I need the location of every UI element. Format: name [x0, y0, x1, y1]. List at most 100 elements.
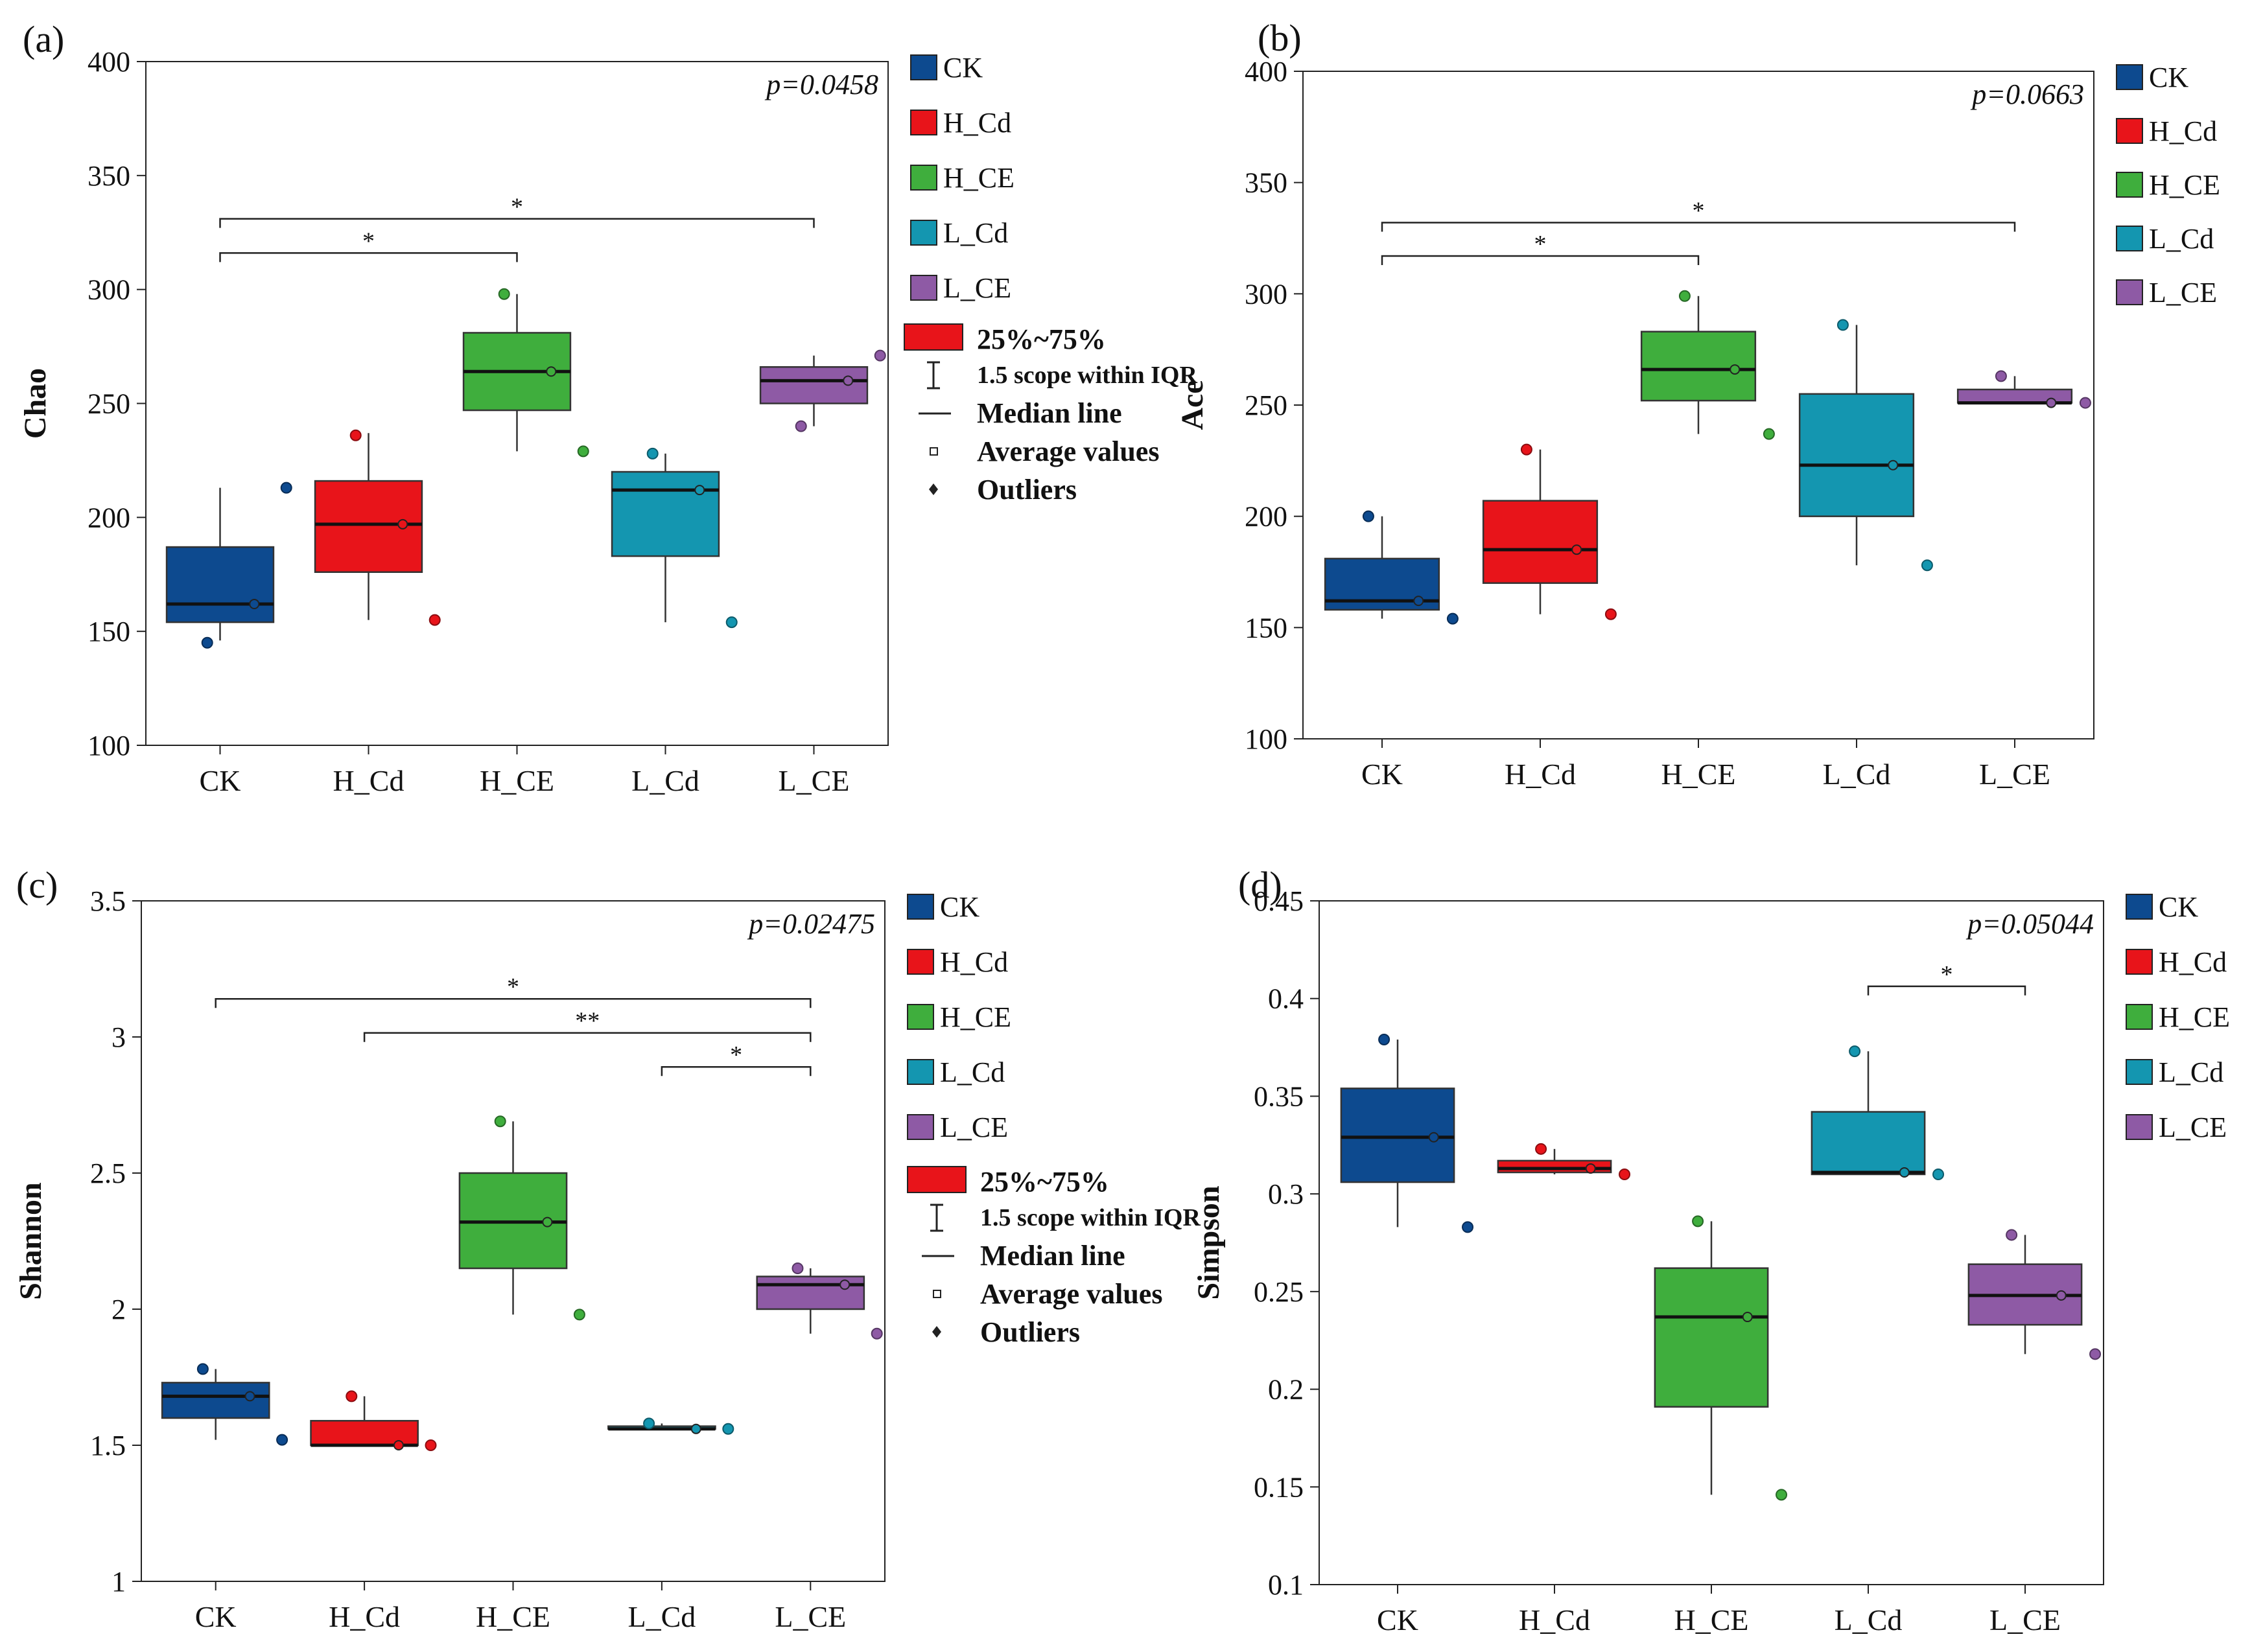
y-tick-label: 150	[88, 616, 130, 647]
legend-label-L_Cd: L_Cd	[940, 1056, 1005, 1088]
legend-swatch-L_Cd	[910, 220, 937, 246]
key-box-label: 25%~75%	[977, 323, 1106, 355]
significance-bracket: *	[215, 973, 812, 1008]
key-whisker-glyph	[930, 1204, 943, 1232]
x-tick-label: H_Cd	[1505, 758, 1576, 791]
legend-label-L_CE: L_CE	[2149, 277, 2217, 308]
legend-swatch-CK	[2126, 894, 2153, 920]
box-CK	[165, 482, 292, 649]
significance-label: *	[507, 973, 519, 1001]
legend-label-H_CE: H_CE	[940, 1001, 1011, 1033]
significance-label: *	[1534, 231, 1547, 258]
data-point	[646, 447, 659, 460]
mean-point	[244, 1391, 255, 1402]
box-L_Cd	[1811, 1045, 1945, 1180]
data-point	[1763, 428, 1775, 440]
significance-bracket: *	[1867, 961, 2026, 995]
panel-label: (d)	[1238, 864, 1282, 906]
legend-swatch-L_CE	[2126, 1114, 2153, 1140]
y-axis-label: Ace	[1175, 380, 1210, 430]
mean-point	[1730, 364, 1741, 375]
bracket-line	[363, 1032, 812, 1042]
key-outlier-glyph	[929, 483, 938, 495]
y-tick-label: 0.35	[1254, 1080, 1304, 1112]
mean-point	[843, 375, 854, 386]
key-outlier-glyph	[932, 1326, 941, 1338]
key-box-label: 25%~75%	[980, 1166, 1109, 1198]
mean-point	[2056, 1290, 2067, 1301]
x-tick-label: CK	[1361, 758, 1403, 791]
legend-label-H_CE: H_CE	[2159, 1001, 2230, 1033]
legend-label-L_Cd: L_Cd	[2149, 223, 2214, 255]
y-axis-label: Chao	[18, 368, 53, 439]
data-point	[1932, 1169, 1945, 1180]
legend-label-H_Cd: H_Cd	[940, 946, 1008, 978]
panel-label: (b)	[1258, 17, 1302, 59]
mean-point	[2046, 397, 2057, 408]
legend-label-H_CE: H_CE	[943, 162, 1015, 194]
bracket-line	[1381, 222, 2016, 232]
data-point	[1776, 1489, 1788, 1501]
box-H_CE	[1654, 1215, 1788, 1501]
key-outlier-label: Outliers	[977, 474, 1077, 506]
box-CK	[1324, 510, 1459, 625]
mean-point	[542, 1216, 553, 1227]
key-whisker-label: 1.5 scope within IQR	[980, 1204, 1201, 1231]
legend-label-H_Cd: H_Cd	[943, 107, 1011, 139]
significance-label: *	[1941, 961, 1953, 988]
mean-point	[1413, 596, 1424, 607]
y-tick-label: 2	[111, 1294, 126, 1325]
x-tick-label: H_CE	[1674, 1603, 1749, 1636]
significance-label: *	[362, 227, 375, 255]
y-tick-label: 0.45	[1254, 885, 1304, 917]
significance-bracket: *	[219, 227, 518, 262]
legend: CK H_Cd H_CE L_Cd L_CE	[910, 52, 1015, 304]
x-tick-label: H_Cd	[329, 1600, 400, 1633]
legend-label-H_CE: H_CE	[2149, 169, 2220, 201]
y-tick-label: 0.1	[1268, 1569, 1304, 1601]
y-tick-label: 100	[1245, 723, 1287, 755]
key-mean-label: Average values	[977, 436, 1159, 467]
bracket-line	[1381, 255, 1700, 265]
legend-swatch-H_Cd	[2126, 949, 2153, 975]
legend-swatch-L_Cd	[2126, 1059, 2153, 1085]
legend-swatch-CK	[907, 894, 934, 920]
bracket-line	[661, 1065, 812, 1076]
p-value: p=0.05044	[1965, 908, 2094, 940]
mean-point	[1428, 1132, 1439, 1143]
box-iqr	[1482, 500, 1599, 584]
x-tick-label: L_CE	[1979, 758, 2050, 791]
legend: CK H_Cd H_CE L_Cd L_CE	[2126, 891, 2230, 1143]
data-point	[1836, 319, 1849, 331]
mean-point	[393, 1440, 404, 1450]
legend-label-L_Cd: L_Cd	[2159, 1056, 2223, 1088]
data-point	[871, 1327, 883, 1340]
data-point	[1849, 1045, 1861, 1058]
legend: CK H_Cd H_CE L_Cd L_CE	[2116, 62, 2220, 308]
y-tick-label: 250	[1245, 390, 1287, 421]
legend-swatch-H_CE	[910, 165, 937, 191]
legend-label-CK: CK	[2149, 62, 2188, 93]
x-tick-label: L_Cd	[1823, 758, 1891, 791]
y-tick-label: 200	[88, 502, 130, 533]
y-tick-label: 3.5	[90, 885, 126, 917]
box-iqr	[1811, 1111, 1926, 1176]
legend-label-L_CE: L_CE	[2159, 1111, 2227, 1143]
data-point	[1995, 370, 2007, 382]
x-tick-label: H_CE	[476, 1600, 550, 1633]
legend-label-CK: CK	[943, 52, 983, 84]
panel-label: (a)	[23, 18, 64, 60]
data-point	[428, 614, 441, 626]
legend-swatch-L_CE	[2116, 279, 2143, 305]
data-point	[201, 636, 213, 649]
x-tick-label: H_CE	[1661, 758, 1736, 791]
legend-swatch-CK	[2116, 64, 2143, 90]
chart-panel-c: (c) 1 1.5 2 2.5 3 3.5 Shannon CK H_Cd H_CE L_Cd L_CE…	[14, 864, 1201, 1633]
key-median-label: Median line	[980, 1240, 1125, 1272]
key-box-swatch	[904, 323, 963, 351]
legend-label-H_Cd: H_Cd	[2159, 946, 2227, 978]
box-L_CE	[756, 1262, 883, 1340]
significance-label: *	[1693, 197, 1705, 224]
y-tick-label: 1.5	[90, 1430, 126, 1461]
x-tick-label: L_CE	[779, 764, 850, 797]
